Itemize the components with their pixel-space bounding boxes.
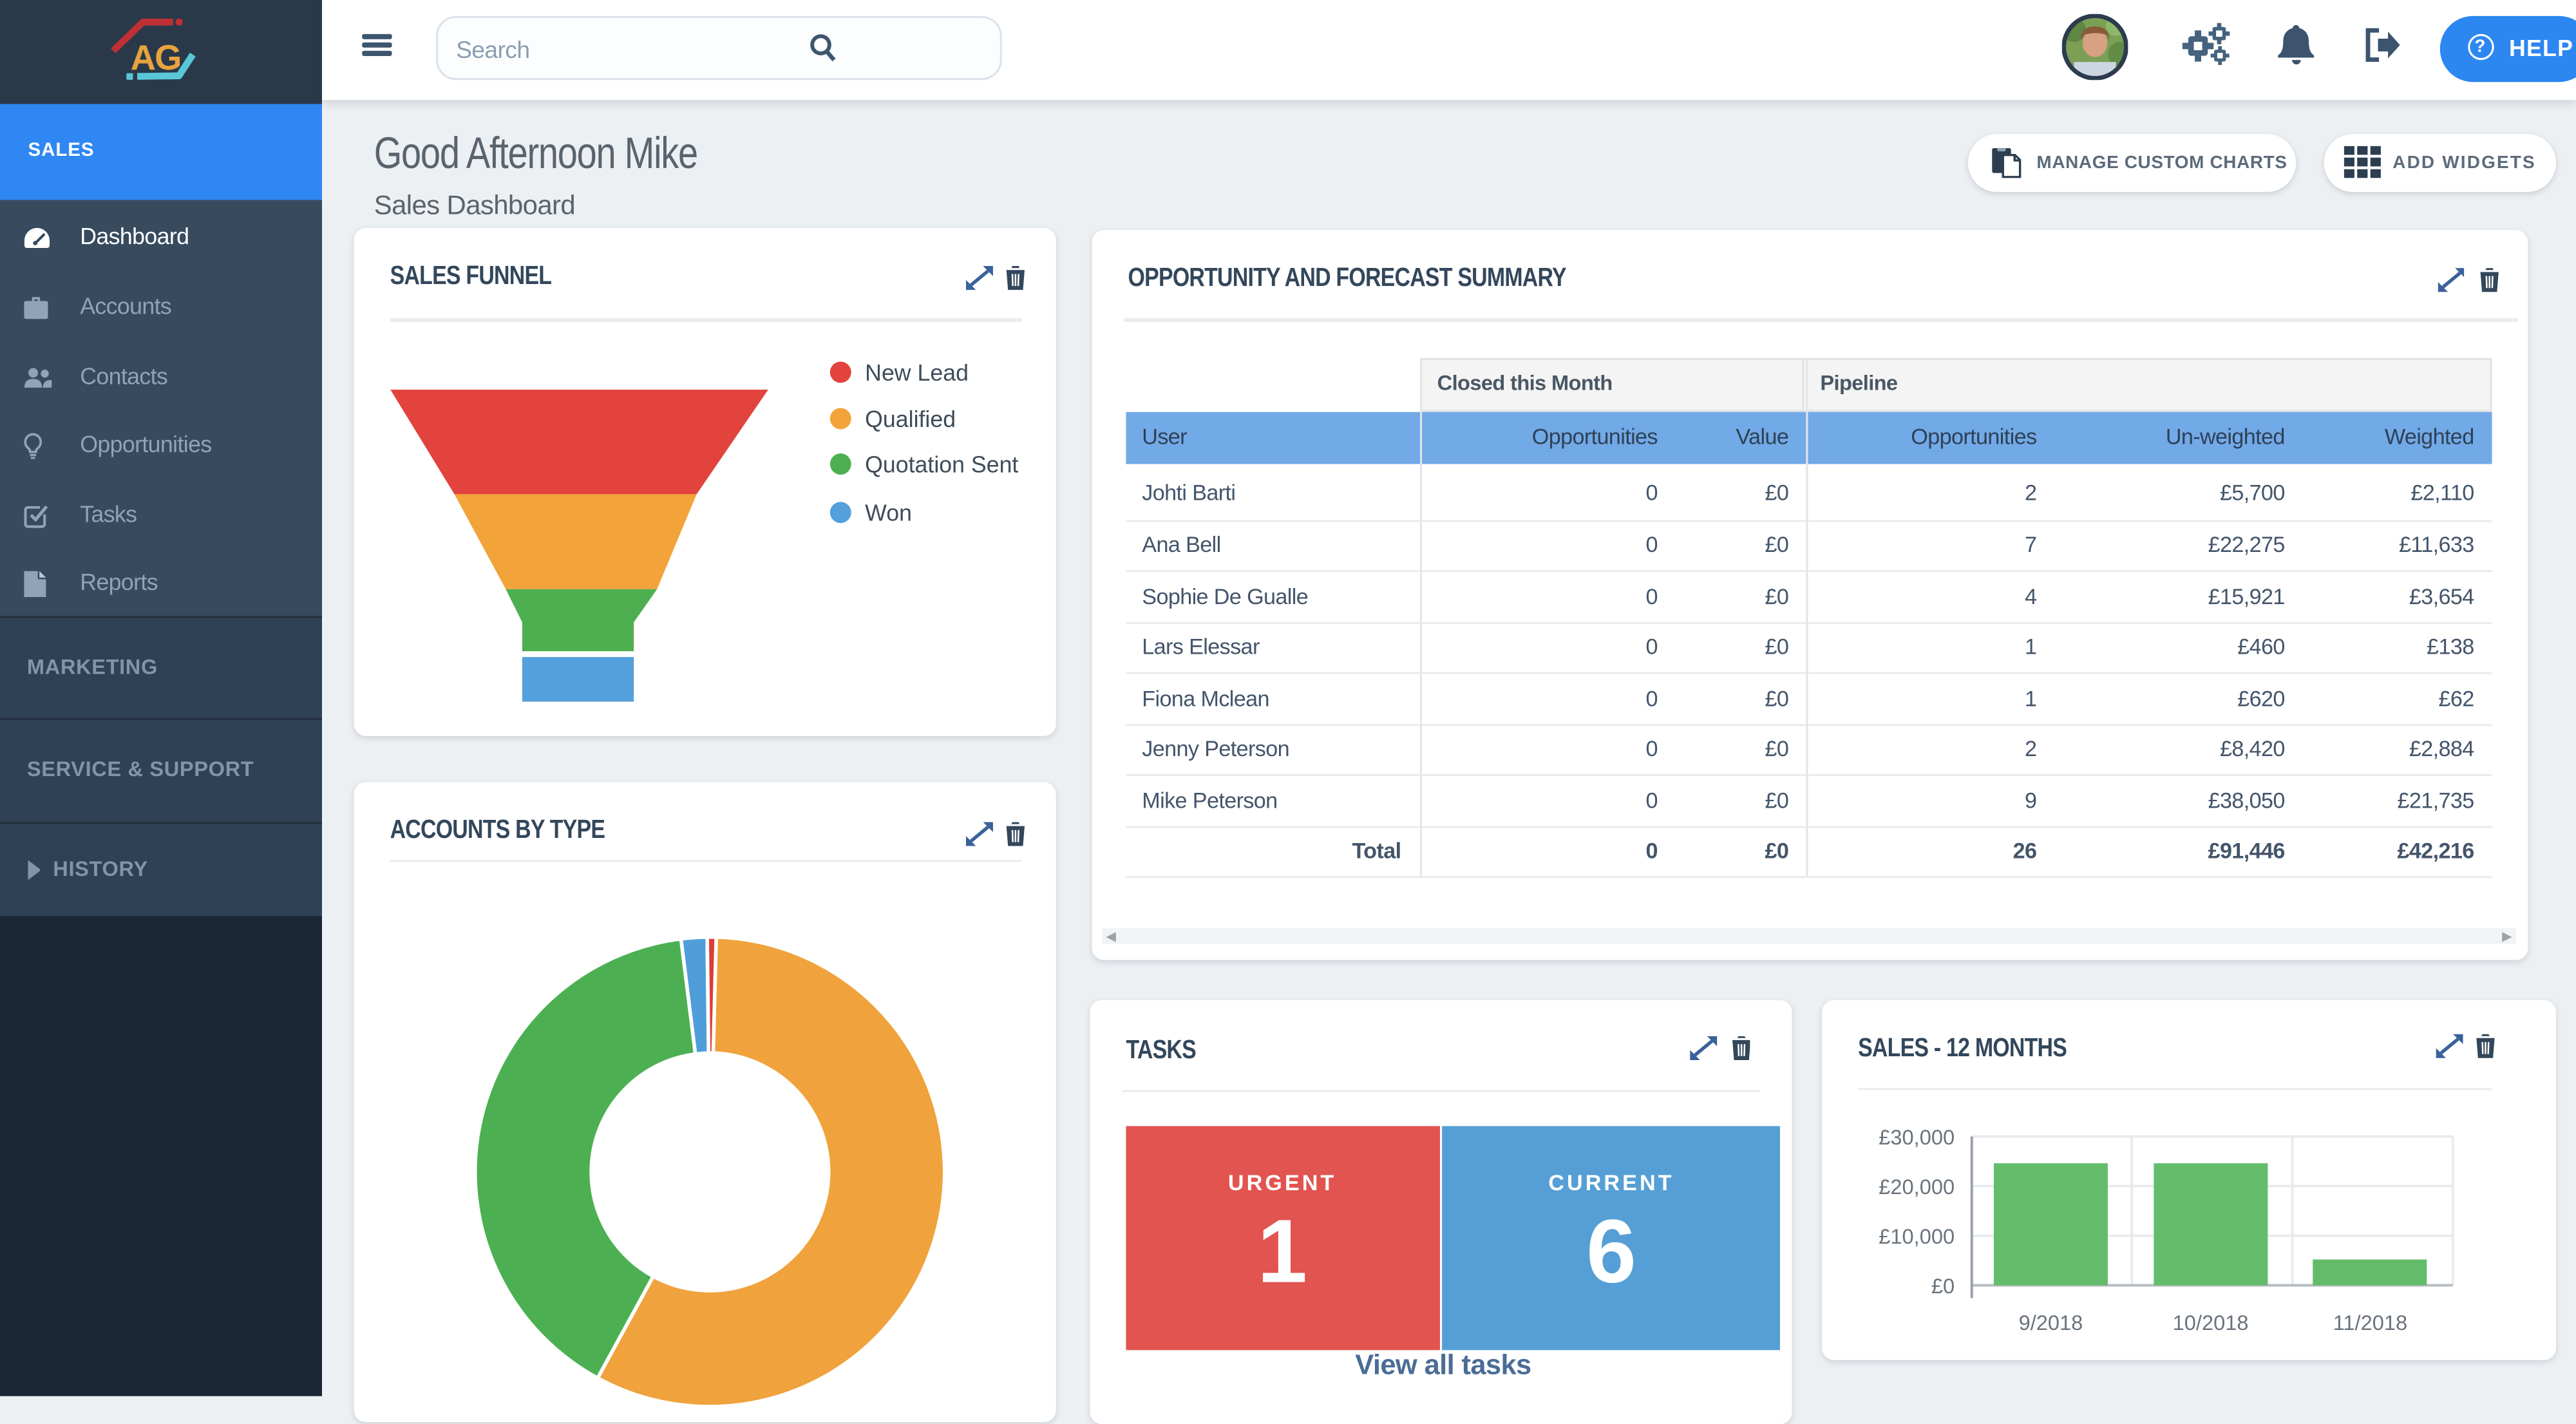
svg-text:Qualified: Qualified xyxy=(865,406,956,432)
svg-text:AG: AG xyxy=(131,38,181,77)
svg-text:11/2018: 11/2018 xyxy=(2333,1310,2407,1334)
svg-text:Quotation Sent: Quotation Sent xyxy=(865,451,1018,477)
svg-text:£10,000: £10,000 xyxy=(1879,1224,1955,1248)
svg-text:10/2018: 10/2018 xyxy=(2173,1310,2249,1334)
svg-text:New Lead: New Lead xyxy=(865,360,969,386)
svg-text:9/2018: 9/2018 xyxy=(2019,1310,2083,1334)
svg-text:£0: £0 xyxy=(1931,1273,1955,1297)
svg-text:£20,000: £20,000 xyxy=(1879,1174,1955,1198)
svg-text:Won: Won xyxy=(865,500,912,526)
svg-text:£30,000: £30,000 xyxy=(1879,1125,1955,1148)
